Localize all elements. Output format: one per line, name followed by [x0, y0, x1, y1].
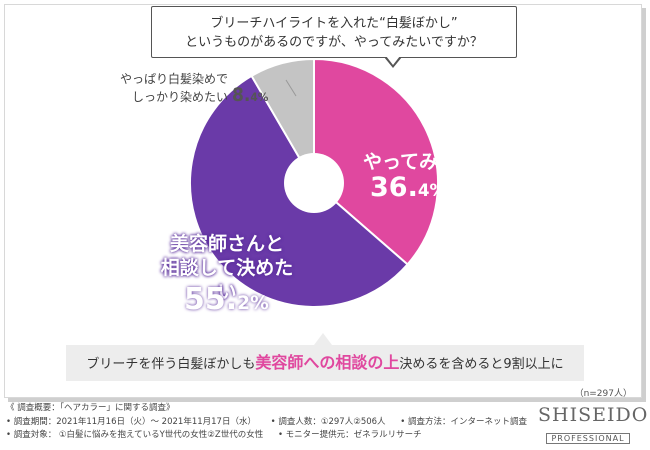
- brand-sub: PROFESSIONAL: [546, 433, 630, 444]
- brand-logo: SHISEIDO PROFESSIONAL: [538, 404, 649, 445]
- footer-provider: • モニター提供元：ゼネラルリサーチ: [277, 430, 422, 440]
- question-line-2: というものがあるのですが、やってみたいですか？: [185, 35, 483, 50]
- sample-size: （n=297人）: [574, 389, 632, 399]
- slice-label-gray-line1: やっぱり白髪染めで: [119, 72, 228, 86]
- slice-label-purple: 美容師さんと 相談して決めたい: [152, 232, 302, 304]
- gray-slice-leader-line: [285, 79, 297, 97]
- slice-label-purple-line2: 相談して決めたい: [160, 257, 294, 303]
- slice-label-purple-line1: 美容師さんと: [169, 233, 284, 255]
- donut-hole: [284, 153, 344, 213]
- survey-footer: 《 調査概要：「ヘアカラー」に関する調査》 • 調査期間：2021年11月16日…: [6, 402, 546, 443]
- slice-label-gray-line2: しっかり染めたい: [131, 90, 228, 104]
- summary-box: ブリーチを伴う白髪ぼかしも美容師への相談の上決めるを含めると9割以上に: [66, 345, 584, 381]
- footer-row-1: • 調査期間：2021年11月16日（火）～ 2021年11月17日（水） • …: [6, 416, 546, 430]
- question-bubble: ブリーチハイライトを入れた“白髪ぼかし” というものがあるのですが、やってみたい…: [151, 6, 517, 58]
- slice-label-pink: やってみたい: [363, 151, 477, 173]
- brand-name: SHISEIDO: [538, 404, 649, 426]
- question-line-1: ブリーチハイライトを入れた“白髪ぼかし”: [210, 16, 458, 31]
- footer-method: • 調査方法：インターネット調査: [400, 416, 527, 427]
- footer-period: • 調査期間：2021年11月16日（火）～ 2021年11月17日（水）: [6, 416, 256, 427]
- summary-post: 決めるを含めると9割以上に: [399, 357, 564, 372]
- summary-tail: [314, 333, 332, 345]
- slice-gray: [250, 57, 315, 187]
- footer-target: • 調査対象： ①白髪に悩みを抱えているY世代の女性②Z世代の女性: [6, 430, 264, 440]
- slice-pink: [313, 57, 439, 266]
- slice-label-gray: やっぱり白髪染めで しっかり染めたい: [98, 70, 228, 106]
- footer-row-2: • 調査対象： ①白髪に悩みを抱えているY世代の女性②Z世代の女性 • モニター…: [6, 429, 546, 443]
- slice-value-gray: 8.4%: [232, 84, 269, 106]
- summary-highlight: 美容師への相談の上: [255, 353, 400, 372]
- bubble-tail-inner: [386, 56, 400, 65]
- footer-respondents: • 調査人数：①297人②506人: [270, 416, 386, 427]
- summary-pre: ブリーチを伴う白髪ぼかしも: [86, 357, 256, 372]
- footer-title: 《 調査概要：「ヘアカラー」に関する調査》: [6, 403, 175, 413]
- slice-value-pink: 36.4%: [370, 172, 447, 203]
- slice-value-purple: 55.2%: [184, 282, 269, 317]
